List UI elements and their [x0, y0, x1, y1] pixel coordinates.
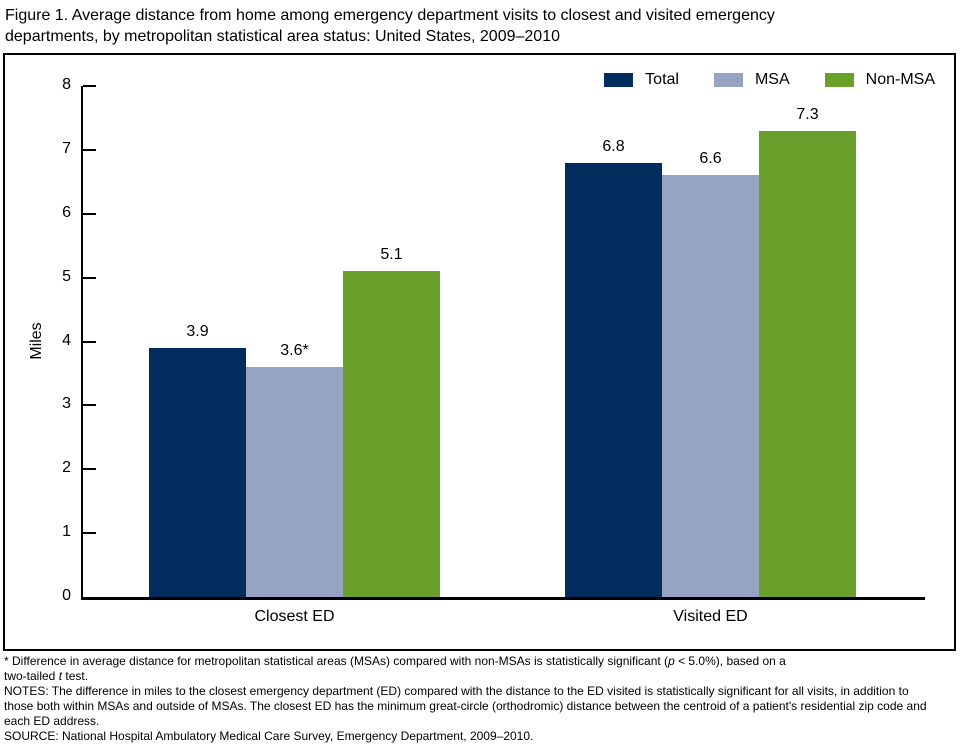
y-axis-tick-8: [83, 85, 96, 87]
footnote-asterisk-text-3: two-tailed: [4, 669, 59, 683]
y-tick-label-4: 4: [62, 331, 71, 349]
footnote-source: SOURCE: National Hospital Ambulatory Med…: [4, 729, 534, 743]
y-axis-line: [81, 86, 83, 600]
legend-swatch-non-msa-icon: [824, 73, 854, 87]
legend-item-non-msa: Non-MSA: [824, 71, 935, 89]
bar-non-msa-closest-ed: [343, 271, 440, 597]
y-axis-tick-4: [83, 340, 96, 343]
y-tick-label-8: 8: [62, 76, 71, 93]
bar-total-closest-ed: [149, 348, 246, 597]
y-tick-label-7: 7: [62, 139, 71, 157]
y-tick-label-2: 2: [62, 459, 71, 477]
legend-swatch-total-icon: [604, 73, 634, 87]
y-tick-label-3: 3: [62, 395, 71, 413]
legend-label-non-msa: Non-MSA: [865, 71, 935, 88]
y-axis-tick-7: [83, 148, 96, 151]
legend-item-total: Total: [604, 71, 679, 89]
bar-msa-visited-ed: [662, 175, 759, 597]
y-tick-label-1: 1: [62, 523, 71, 541]
y-axis-tick-6: [83, 212, 96, 215]
bar-value-label-total-closest-ed: 3.9: [186, 323, 209, 340]
chart-container: Total MSA Non-MSA Miles 0 1 2 3 4 5 6 7 8 3.9 6.8 3.6…: [3, 53, 956, 651]
footnote-asterisk: * Difference in average distance for met…: [4, 654, 940, 684]
figure-title-line1: Figure 1. Average distance from home amo…: [5, 7, 775, 24]
footnote-p-italic: p: [668, 654, 675, 668]
y-axis-tick-1: [83, 532, 96, 535]
footnote-asterisk-text-4: test.: [62, 669, 89, 683]
y-tick-label-0: 0: [62, 587, 71, 604]
x-axis-line: [81, 597, 925, 600]
y-axis-tick-2: [83, 468, 96, 471]
legend-label-total: Total: [645, 71, 679, 88]
x-category-label-closest-ed: Closest ED: [254, 608, 335, 625]
bar-value-label-msa-closest-ed: 3.6*: [280, 342, 309, 359]
footnotes: * Difference in average distance for met…: [4, 654, 940, 744]
y-axis-tick-5: [83, 276, 96, 279]
footnote-asterisk-text-1: * Difference in average distance for met…: [4, 654, 669, 668]
footnote-asterisk-text-2: < 5.0%), based on a: [674, 654, 786, 668]
bar-total-visited-ed: [565, 163, 662, 597]
plot-area: 0 1 2 3 4 5 6 7 8 3.9 6.8 3.6* 6.6 5.1 7.3 Closest ED Vi…: [5, 55, 954, 649]
legend-label-msa: MSA: [754, 71, 790, 88]
figure-title-line2: departments, by metropolitan statistical…: [5, 28, 560, 45]
legend: Total MSA Non-MSA: [604, 71, 935, 89]
y-axis-tick-3: [83, 404, 96, 407]
bar-value-label-non-msa-visited-ed: 7.3: [796, 106, 819, 123]
footnote-t-italic: t: [58, 669, 63, 683]
legend-item-msa: MSA: [713, 71, 790, 89]
figure-title: Figure 1. Average distance from home amo…: [5, 5, 775, 47]
bar-msa-closest-ed: [246, 367, 343, 597]
footnote-notes: NOTES: The difference in miles to the cl…: [4, 684, 927, 728]
y-tick-label-6: 6: [62, 203, 71, 221]
y-tick-label-5: 5: [62, 267, 71, 285]
bar-value-label-msa-visited-ed: 6.6: [699, 150, 722, 167]
legend-swatch-msa-icon: [713, 73, 743, 87]
bar-non-msa-visited-ed: [759, 131, 856, 597]
x-category-label-visited-ed: Visited ED: [673, 608, 748, 625]
bar-value-label-non-msa-closest-ed: 5.1: [380, 246, 403, 263]
bar-value-label-total-visited-ed: 6.8: [602, 138, 625, 155]
